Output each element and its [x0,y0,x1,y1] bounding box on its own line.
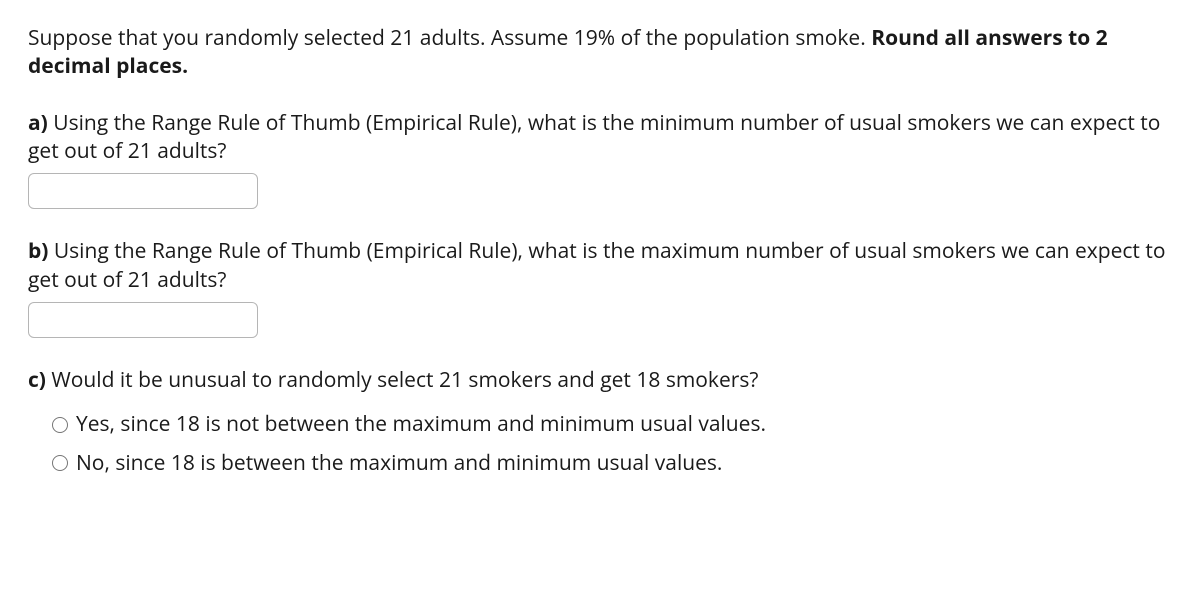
part-a: a) Using the Range Rule of Thumb (Empiri… [28,109,1172,210]
option-row-yes: Yes, since 18 is not between the maximum… [52,410,1172,438]
option-radio-yes[interactable] [52,417,68,433]
intro-text: Suppose that you randomly selected 21 ad… [28,24,871,52]
part-b-label: b) [28,237,48,265]
part-c-options: Yes, since 18 is not between the maximum… [28,410,1172,477]
option-radio-no[interactable] [52,455,68,471]
option-label-yes[interactable]: Yes, since 18 is not between the maximum… [76,410,766,438]
part-c-text: Would it be unusual to randomly select 2… [46,366,758,394]
option-label-no[interactable]: No, since 18 is between the maximum and … [76,449,722,477]
part-b: b) Using the Range Rule of Thumb (Empiri… [28,237,1172,338]
part-a-prompt: a) Using the Range Rule of Thumb (Empiri… [28,109,1172,166]
part-c: c) Would it be unusual to randomly selec… [28,366,1172,477]
part-a-input[interactable] [28,173,258,209]
part-c-prompt: c) Would it be unusual to randomly selec… [28,366,1172,394]
option-row-no: No, since 18 is between the maximum and … [52,449,1172,477]
part-a-text: Using the Range Rule of Thumb (Empirical… [28,109,1160,165]
part-a-label: a) [28,109,48,137]
question-intro: Suppose that you randomly selected 21 ad… [28,24,1172,81]
part-c-label: c) [28,366,46,394]
part-b-input[interactable] [28,302,258,338]
part-b-prompt: b) Using the Range Rule of Thumb (Empiri… [28,237,1172,294]
part-b-text: Using the Range Rule of Thumb (Empirical… [28,237,1166,293]
